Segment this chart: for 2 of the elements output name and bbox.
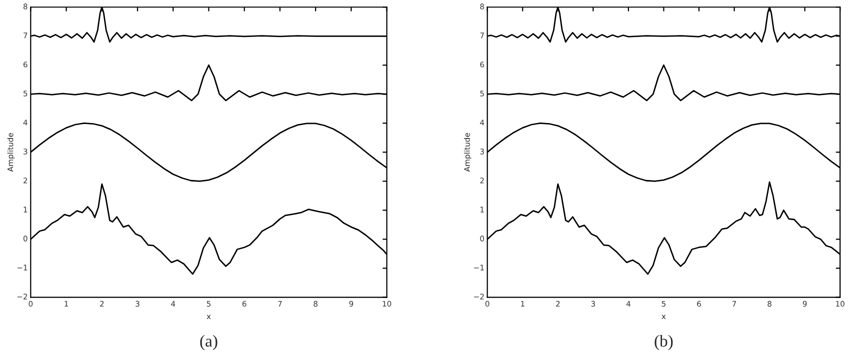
text: (b) — [654, 334, 673, 350]
text: (a) — [200, 334, 218, 350]
